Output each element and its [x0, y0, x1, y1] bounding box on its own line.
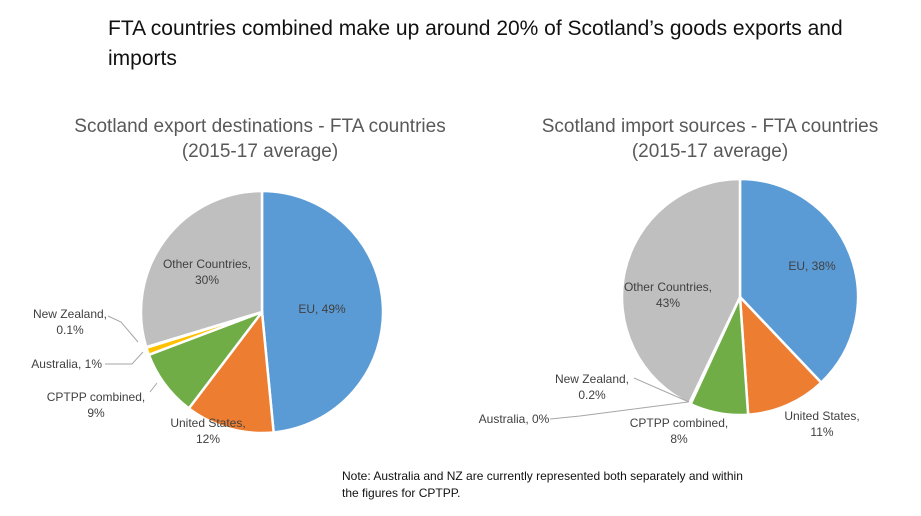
export-chart-title: Scotland export destinations - FTA count…: [30, 114, 490, 164]
slice-other-countries: [139, 189, 264, 349]
leader-line-australia: [549, 401, 689, 420]
data-label-cptpp-combined: CPTPP combined, 8%: [630, 416, 729, 446]
slice-united-states: [738, 295, 823, 416]
data-label-other-countries: Other Countries, 43%: [624, 280, 712, 310]
data-label-eu: EU, 49%: [298, 302, 346, 316]
footnote: Note: Australia and NZ are currently rep…: [342, 469, 743, 500]
pie-chart-0: EU, 49% United States, 12% CPTPP combined, 9…: [31, 189, 385, 446]
export-chart-title-text: Scotland export destinations - FTA count…: [74, 116, 446, 137]
import-chart-title-text: Scotland import sources - FTA countries: [541, 116, 879, 137]
leader-line-new-zealand: [107, 315, 139, 343]
import-chart-title: Scotland import sources - FTA countries …: [500, 114, 920, 164]
data-label-australia: Australia, 1%: [31, 357, 102, 371]
data-label-australia: Australia, 0%: [479, 412, 550, 426]
pie-chart-1: EU, 38% United States, 11% CPTPP combined, 8…: [479, 177, 860, 446]
headline: FTA countries combined make up around 20…: [108, 17, 843, 70]
data-label-united-states: United States, 11%: [784, 409, 859, 439]
slice-eu: [260, 189, 385, 434]
data-label-new-zealand: New Zealand, 0.1%: [33, 307, 107, 337]
data-label-new-zealand: New Zealand, 0.2%: [555, 372, 629, 402]
leader-line-australia: [105, 351, 144, 365]
slice-other-countries: [620, 177, 742, 405]
leader-line-new-zealand: [633, 377, 690, 403]
import-chart-subtitle: (2015-17 average): [631, 141, 789, 162]
data-label-united-states: United States, 12%: [170, 416, 245, 446]
data-label-eu: EU, 38%: [788, 259, 836, 273]
slice-eu: [738, 177, 860, 384]
export-chart-subtitle: (2015-17 average): [181, 141, 339, 162]
data-label-other-countries: Other Countries, 30%: [163, 257, 251, 287]
leader-line-cptpp-combined: [149, 382, 158, 393]
slice-united-states: [187, 310, 275, 435]
data-label-cptpp-combined: CPTPP combined, 9%: [47, 390, 146, 420]
